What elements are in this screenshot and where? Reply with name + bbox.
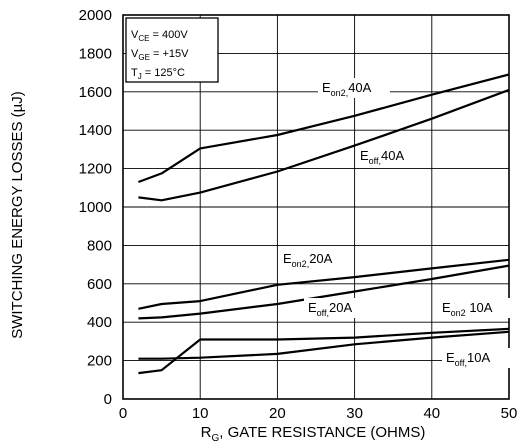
- condition-line: TJ = 125°C: [131, 67, 185, 81]
- y-axis-ticks: 0 200 400 600 800 1000 1200 1400 1600 1800 2000: [79, 7, 112, 408]
- series-label: Eoff,10A: [446, 350, 490, 368]
- x-tick-label: 20: [269, 405, 286, 422]
- x-tick-label: 10: [192, 405, 209, 422]
- series-label-background: [279, 249, 351, 269]
- y-tick-label: 1400: [79, 122, 112, 139]
- x-axis-title-prefix: R: [201, 424, 212, 441]
- y-tick-label: 800: [87, 237, 112, 254]
- series-labels: Eon2,40A Eoff,40A Eon2,20A Eoff,20A Eon2 10A…: [279, 78, 514, 368]
- y-tick-label: 600: [87, 276, 112, 293]
- series-line: [138, 88, 510, 202]
- series-label-background: [356, 146, 428, 166]
- series-label: Eoff,20A: [308, 300, 352, 318]
- series-label-background: [442, 348, 514, 368]
- y-tick-label: 1000: [79, 199, 112, 216]
- series-line: [138, 327, 510, 375]
- series-label: Eon2,40A: [322, 80, 372, 98]
- x-axis-title-rest: , GATE RESISTANCE (OHMS): [219, 424, 425, 441]
- series-line: [138, 73, 510, 184]
- series-lines: [138, 73, 510, 375]
- y-tick-label: 400: [87, 314, 112, 331]
- x-tick-label: 40: [423, 405, 440, 422]
- y-tick-label: 200: [87, 353, 112, 370]
- x-axis-ticks: 0 10 20 30 40 50: [119, 405, 518, 422]
- series-label-background: [438, 298, 510, 318]
- series-label-background: [304, 298, 376, 318]
- series-line: [138, 264, 510, 320]
- test-conditions-box: VCE = 400V VGE = +15V TJ = 125°C: [125, 17, 219, 83]
- y-tick-label: 1800: [79, 45, 112, 62]
- conditions-frame: [125, 17, 219, 83]
- y-tick-label: 1600: [79, 84, 112, 101]
- x-axis-title: RG, GATE RESISTANCE (OHMS): [201, 424, 426, 443]
- x-tick-label: 0: [119, 405, 127, 422]
- series-label-background: [318, 78, 390, 98]
- x-tick-label: 50: [501, 405, 518, 422]
- plot-frame: [122, 14, 510, 400]
- x-axis-title-sub: G: [211, 433, 219, 443]
- series-line: [138, 330, 510, 360]
- y-axis-title: SWITCHING ENERGY LOSSES (µJ): [9, 91, 26, 339]
- x-tick-label: 30: [346, 405, 363, 422]
- condition-line: VCE = 400V: [131, 29, 188, 43]
- series-label: Eoff,40A: [360, 148, 404, 166]
- series-label: Eon2,20A: [283, 251, 333, 269]
- series-label: Eon2 10A: [442, 300, 493, 318]
- y-tick-label: 2000: [79, 7, 112, 24]
- series-line: [138, 258, 510, 310]
- y-tick-label: 1200: [79, 161, 112, 178]
- y-tick-label: 0: [104, 391, 112, 408]
- condition-line: VGE = +15V: [131, 48, 189, 62]
